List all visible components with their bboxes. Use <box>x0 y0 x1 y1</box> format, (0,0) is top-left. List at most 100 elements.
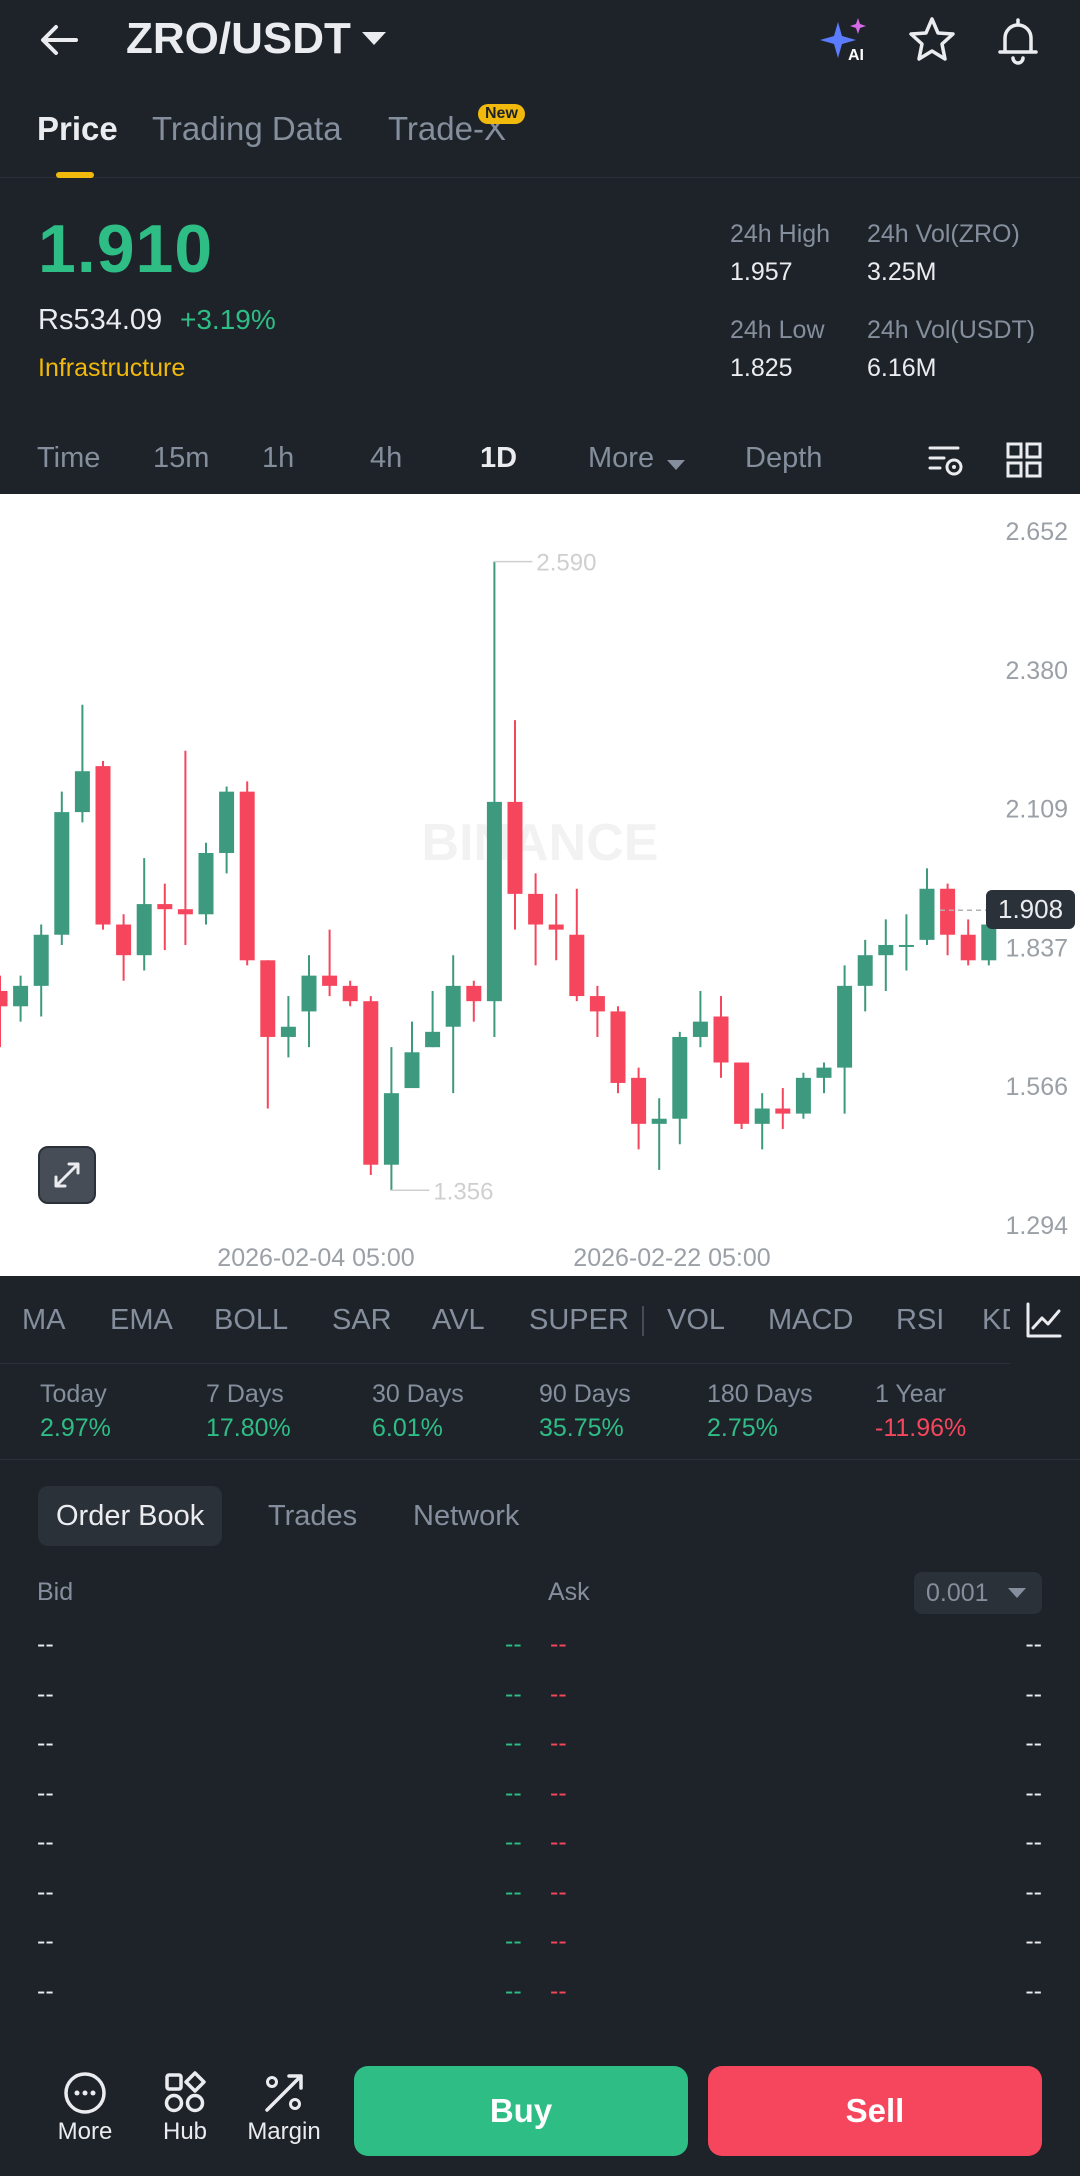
header: ZRO/USDT AI <box>0 0 1080 80</box>
candle-body <box>404 1052 420 1089</box>
bid-quantity: -- <box>37 1778 54 1807</box>
bottom-action-bar: More Hub Margin Buy Sell <box>0 2030 1080 2176</box>
tab-trading-data[interactable]: Trading Data <box>152 110 342 147</box>
candle-body <box>177 909 193 915</box>
indicator-super[interactable]: SUPER <box>529 1304 629 1336</box>
y-axis-tick-label: 2.652 <box>1005 518 1068 546</box>
candle-body <box>981 924 997 961</box>
candle-body <box>816 1067 832 1078</box>
candle-body <box>13 985 29 1007</box>
nav-hub[interactable]: Hub <box>140 2070 230 2146</box>
bid-price: -- <box>505 1679 522 1708</box>
candle-body <box>795 1077 811 1114</box>
order-book-row[interactable]: -- -- -- -- <box>0 1670 1080 1720</box>
notification-bell-icon[interactable] <box>992 14 1044 66</box>
order-book-row[interactable]: -- -- -- -- <box>0 1967 1080 2017</box>
candle-body <box>692 1021 708 1037</box>
nav-more-label: More <box>57 2118 113 2145</box>
performance-strip: Today 2.97% 7 Days 17.80% 30 Days 6.01% … <box>0 1364 1080 1460</box>
x-axis-date-label: 2026-02-04 05:00 <box>217 1244 414 1272</box>
candle-body <box>280 1026 296 1037</box>
bid-quantity: -- <box>37 1927 54 1955</box>
interval-depth[interactable]: Depth <box>745 442 823 474</box>
order-book-row[interactable]: -- -- -- -- <box>0 1769 1080 1819</box>
max-price-label: 2.590 <box>536 550 596 577</box>
perf-7d-label: 7 Days <box>206 1380 284 1408</box>
ask-quantity: -- <box>1025 1828 1042 1856</box>
indicator-rsi[interactable]: RSI <box>896 1304 945 1336</box>
indicator-sar[interactable]: SAR <box>332 1304 392 1336</box>
candle-body <box>631 1077 647 1124</box>
order-book-row[interactable]: -- -- -- -- <box>0 1868 1080 1918</box>
chart-settings-icon[interactable] <box>926 440 966 480</box>
interval-4h[interactable]: 4h <box>370 442 403 474</box>
tab-trades[interactable]: Trades <box>268 1500 358 1532</box>
pair-title[interactable]: ZRO/USDT <box>126 14 351 63</box>
bid-price: -- <box>505 1927 522 1955</box>
nav-margin[interactable]: Margin <box>239 2070 329 2146</box>
active-tab-indicator <box>56 172 94 178</box>
order-book-row[interactable]: -- -- -- -- <box>0 1620 1080 1670</box>
stat-24h-vol-quote-value: 6.16M <box>867 354 937 382</box>
ask-quantity: -- <box>1025 1927 1042 1955</box>
bid-quantity: -- <box>37 1976 54 2005</box>
bid-quantity: -- <box>37 1630 54 1658</box>
grid-layout-icon[interactable] <box>1004 440 1044 480</box>
order-book-row[interactable]: -- -- -- -- <box>0 1818 1080 1868</box>
buy-button[interactable]: Buy <box>354 2066 688 2156</box>
bid-quantity: -- <box>37 1679 54 1708</box>
bid-price: -- <box>505 1778 522 1807</box>
interval-15m[interactable]: 15m <box>153 442 210 474</box>
candle-body <box>610 1011 626 1083</box>
expand-chart-button[interactable] <box>38 1146 96 1204</box>
nav-more[interactable]: More <box>40 2070 130 2146</box>
candlestick-chart[interactable]: BINANCE 2.652 2.380 2.109 1.837 1.566 1.294 2.5… <box>0 494 1080 1276</box>
indicator-boll[interactable]: BOLL <box>214 1304 289 1336</box>
interval-1d[interactable]: 1D <box>480 442 518 474</box>
candle-body <box>136 904 152 956</box>
candle-body <box>301 975 317 1012</box>
indicator-macd[interactable]: MACD <box>768 1304 854 1336</box>
bid-quantity: -- <box>37 1877 54 1906</box>
sell-button[interactable]: Sell <box>708 2066 1042 2156</box>
interval-1h[interactable]: 1h <box>262 442 295 474</box>
ask-quantity: -- <box>1025 1778 1042 1807</box>
candle-body <box>363 1001 379 1165</box>
tab-price[interactable]: Price <box>37 110 118 147</box>
candle-body <box>466 985 482 1002</box>
ai-assistant-icon[interactable]: AI <box>818 14 870 66</box>
indicator-settings-icon[interactable] <box>1024 1300 1064 1340</box>
tab-network[interactable]: Network <box>413 1500 520 1532</box>
candle-body <box>219 791 235 853</box>
tab-order-book[interactable]: Order Book <box>38 1486 223 1546</box>
hub-icon <box>164 2071 206 2113</box>
candle-body <box>775 1108 791 1114</box>
indicator-ma[interactable]: MA <box>22 1304 66 1336</box>
chart-svg[interactable]: BINANCE 2.652 2.380 2.109 1.837 1.566 1.294 2.5… <box>0 494 1080 1276</box>
candle-body <box>445 985 461 1027</box>
order-book-tabs: Order Book Trades Network <box>0 1486 1080 1550</box>
indicator-avl[interactable]: AVL <box>432 1304 485 1336</box>
category-tag[interactable]: Infrastructure <box>38 354 186 382</box>
indicator-vol[interactable]: VOL <box>667 1304 726 1336</box>
y-axis-tick-label: 2.380 <box>1005 657 1068 685</box>
precision-select[interactable]: 0.001 <box>914 1572 1042 1614</box>
perf-90d-value: 35.75% <box>539 1414 624 1442</box>
interval-time[interactable]: Time <box>37 442 101 474</box>
perf-1y-label: 1 Year <box>875 1380 946 1408</box>
bid-price: -- <box>505 1828 522 1856</box>
candle-body <box>74 771 90 813</box>
perf-today-label: Today <box>40 1380 107 1408</box>
candle-body <box>672 1036 688 1119</box>
pair-dropdown-caret-icon[interactable] <box>362 32 386 45</box>
order-book-row[interactable]: -- -- -- -- <box>0 1719 1080 1769</box>
favorite-star-icon[interactable] <box>906 14 958 66</box>
back-arrow-icon[interactable] <box>36 18 84 62</box>
candle-body <box>198 852 214 915</box>
stat-24h-vol-base-label: 24h Vol(ZRO) <box>867 220 1020 248</box>
order-book-row[interactable]: -- -- -- -- <box>0 1917 1080 1967</box>
indicator-ema[interactable]: EMA <box>110 1304 173 1336</box>
perf-90d-label: 90 Days <box>539 1380 631 1408</box>
interval-more[interactable]: More <box>588 442 655 474</box>
ask-price: -- <box>550 1630 567 1658</box>
